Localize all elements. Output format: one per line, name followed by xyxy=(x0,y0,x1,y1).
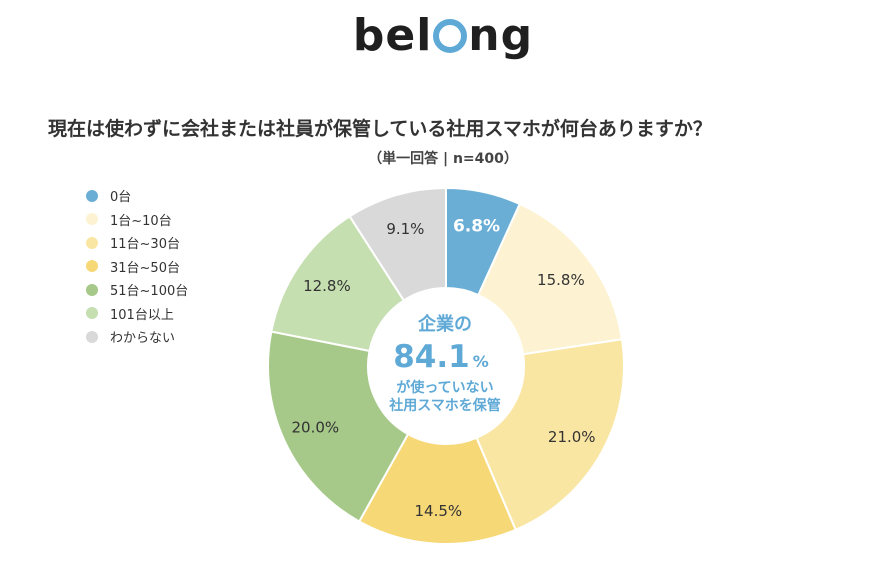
slice-value-label: 21.0% xyxy=(548,428,596,446)
center-line1: 企業の xyxy=(417,313,472,335)
center-big-percent: % xyxy=(473,352,489,371)
legend-swatch xyxy=(86,307,98,320)
legend-item: 101台以上 xyxy=(86,302,188,326)
legend-swatch xyxy=(86,330,98,343)
legend-item: 51台~100台 xyxy=(86,278,188,302)
donut-slice xyxy=(357,432,517,545)
legend-item: 31台~50台 xyxy=(86,255,188,279)
slice-value-label: 6.8% xyxy=(453,216,500,236)
donut-slice xyxy=(267,330,410,523)
legend-item: 11台~30台 xyxy=(86,231,188,255)
legend-label: 51台~100台 xyxy=(110,284,189,300)
center-big-value: 84.1 xyxy=(393,339,470,375)
center-line3: 社用スマホを保管 xyxy=(388,397,501,414)
donut-center: 企業の 84.1% が使っていない 社用スマホを保管 xyxy=(388,313,501,414)
brand-logo: bel ng xyxy=(352,10,534,61)
legend-item: 1台~10台 xyxy=(86,208,188,232)
legend-label: わからない xyxy=(110,331,176,347)
legend-label: 0台 xyxy=(110,190,132,206)
legend-swatch xyxy=(86,189,98,202)
legend-swatch xyxy=(86,283,98,296)
legend-swatch xyxy=(86,260,98,273)
legend-item: 0台 xyxy=(86,184,188,208)
legend-label: 11台~30台 xyxy=(110,237,180,253)
legend-swatch xyxy=(86,236,98,249)
slice-value-label: 9.1% xyxy=(386,220,424,238)
logo-o-ring-icon xyxy=(433,19,468,53)
legend-label: 31台~50台 xyxy=(110,260,180,276)
slice-value-label: 15.8% xyxy=(537,271,585,289)
legend-label: 1台~10台 xyxy=(110,213,172,229)
center-line2: が使っていない xyxy=(396,379,493,396)
slice-value-label: 12.8% xyxy=(303,277,351,295)
chart-legend: 0台 1台~10台 11台~30台 31台~50台 51台~100台 101台以上 わからな… xyxy=(86,184,188,349)
chart-title: 現在は使わずに会社または社員が保管している社用スマホが何台ありますか？ xyxy=(48,118,712,140)
donut-slice xyxy=(475,338,625,532)
donut-slice xyxy=(476,202,624,356)
donut-slice xyxy=(348,186,447,302)
legend-item: わからない xyxy=(86,325,188,349)
legend-label: 101台以上 xyxy=(110,307,174,323)
slice-value-label: 14.5% xyxy=(414,502,462,520)
legend-swatch xyxy=(86,213,98,226)
slice-value-label: 20.0% xyxy=(291,418,339,436)
center-big-number: 84.1% xyxy=(393,339,489,375)
chart-subtitle: （単一回答 | n=400） xyxy=(368,151,518,167)
